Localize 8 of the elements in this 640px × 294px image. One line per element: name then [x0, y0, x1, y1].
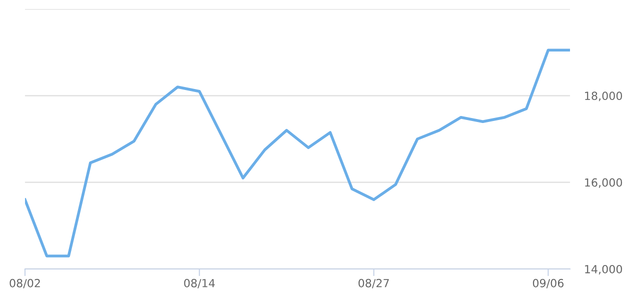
line-series	[25, 48, 570, 258]
y-tick-label: 18,000	[585, 92, 622, 102]
x-tick-label: 08/02	[10, 278, 40, 288]
y-tick-label: 14,000	[585, 264, 622, 275]
x-tick-label: 08/14	[184, 278, 215, 288]
x-tick-label: 08/27	[358, 278, 389, 288]
y-tick-label: 16,000	[585, 178, 622, 188]
x-tick-label: 09/06	[532, 278, 564, 288]
